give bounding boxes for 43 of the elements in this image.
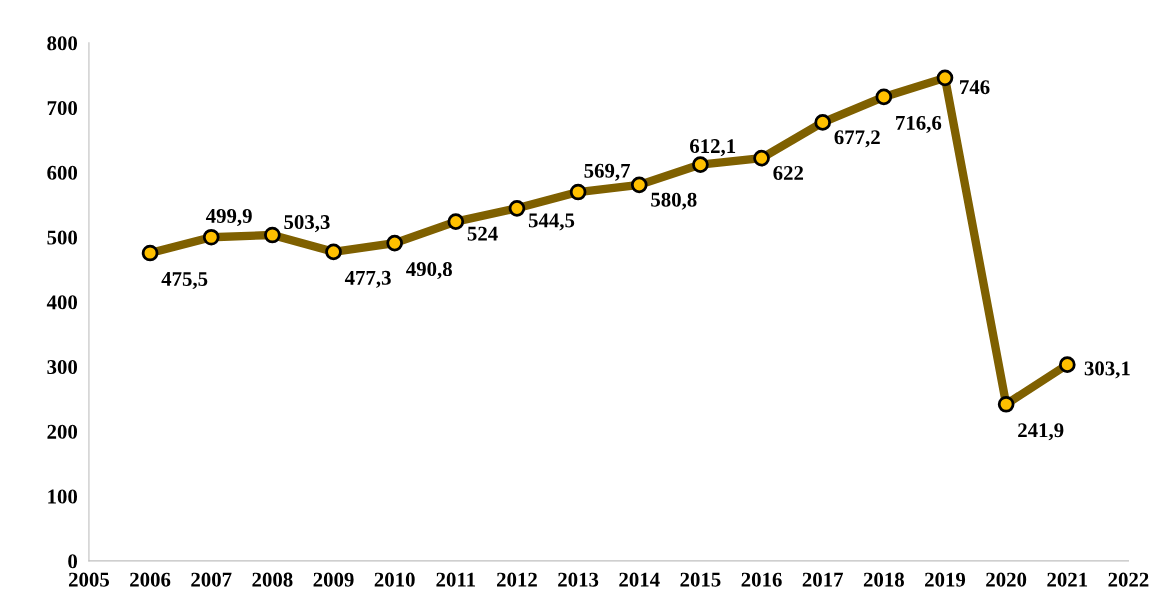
data-label: 490,8 — [406, 262, 452, 280]
y-tick-label: 600 — [47, 165, 78, 180]
data-label: 677,2 — [834, 130, 880, 148]
y-tick-label: 0 — [68, 554, 78, 569]
x-tick-label: 2009 — [313, 572, 354, 587]
x-tick-label: 2013 — [558, 572, 599, 587]
x-tick-label: 2008 — [252, 572, 293, 587]
data-label: 580,8 — [651, 192, 697, 210]
x-tick-label: 2017 — [802, 572, 844, 587]
x-tick-label: 2021 — [1047, 572, 1088, 587]
data-label: 499,9 — [205, 208, 252, 227]
y-tick-label: 800 — [47, 36, 78, 51]
x-tick-label: 2006 — [130, 572, 171, 587]
x-tick-label: 2007 — [191, 572, 232, 587]
x-tick-label: 2011 — [436, 572, 475, 587]
x-tick-label: 2022 — [1108, 572, 1149, 587]
y-tick-label: 400 — [46, 295, 78, 310]
data-label: 475,5 — [161, 272, 208, 290]
x-tick-label: 2005 — [68, 572, 110, 587]
x-tick-label: 2015 — [680, 572, 721, 587]
data-label: 303,1 — [1084, 361, 1130, 379]
data-label: 746 — [960, 80, 990, 95]
y-tick-label: 200 — [47, 424, 78, 439]
data-label: 622 — [773, 166, 804, 181]
data-label: 241,9 — [1018, 423, 1064, 441]
data-label: 544,5 — [528, 213, 575, 231]
x-tick-label: 2018 — [863, 572, 904, 587]
x-tick-label: 2010 — [374, 572, 415, 587]
y-tick-label: 300 — [47, 360, 78, 375]
y-tick-label: 100 — [48, 489, 78, 504]
x-tick-label: 2012 — [497, 572, 537, 587]
data-label: 477,3 — [344, 270, 391, 288]
x-tick-label: 2019 — [925, 572, 966, 587]
x-tick-label: 2016 — [741, 572, 782, 587]
data-label: 569,7 — [584, 163, 631, 181]
x-tick-label: 2014 — [619, 572, 660, 587]
x-tick-label: 2020 — [986, 572, 1027, 587]
y-tick-label: 500 — [47, 230, 78, 245]
y-tick-label: 700 — [47, 101, 78, 116]
data-label: 612,1 — [690, 139, 736, 157]
data-label: 524 — [467, 226, 498, 241]
data-label: 716,6 — [896, 115, 942, 133]
data-label: 503,3 — [284, 215, 330, 233]
